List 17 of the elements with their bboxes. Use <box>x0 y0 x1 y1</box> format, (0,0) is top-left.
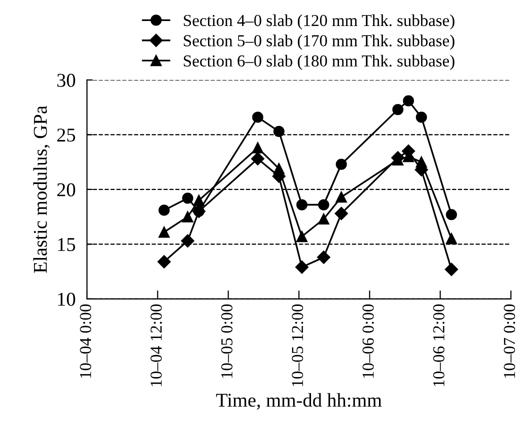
y-tick-label: 25 <box>57 128 76 142</box>
legend-label: Section 5–0 slab (170 mm Thk. subbase) <box>184 34 454 50</box>
legend-label: Section 6–0 slab (180 mm Thk. subbase) <box>184 54 454 70</box>
x-tick-label: 10–05 0:00 <box>221 304 233 378</box>
x-tick-label: 10–05 12:00 <box>292 304 304 386</box>
legend-label: Section 4–0 slab (120 mm Thk. subbase) <box>184 14 454 30</box>
y-tick-label: 15 <box>58 238 76 252</box>
x-tick-label: 10–06 0:00 <box>362 304 374 378</box>
x-tick-label: 10–07 0:00 <box>504 304 516 378</box>
y-axis-title: Elastic modulus, GPa <box>33 106 50 273</box>
x-axis-title: Time, mm-dd hh:mm <box>216 393 382 410</box>
y-tick-label: 20 <box>57 183 76 196</box>
y-tick-label: 30 <box>57 74 76 87</box>
x-tick-label: 10–04 0:00 <box>80 304 92 378</box>
x-tick-label: 10–04 12:00 <box>150 304 162 386</box>
x-tick-label: 10–06 12:00 <box>433 304 444 386</box>
y-tick-label: 10 <box>58 292 76 306</box>
